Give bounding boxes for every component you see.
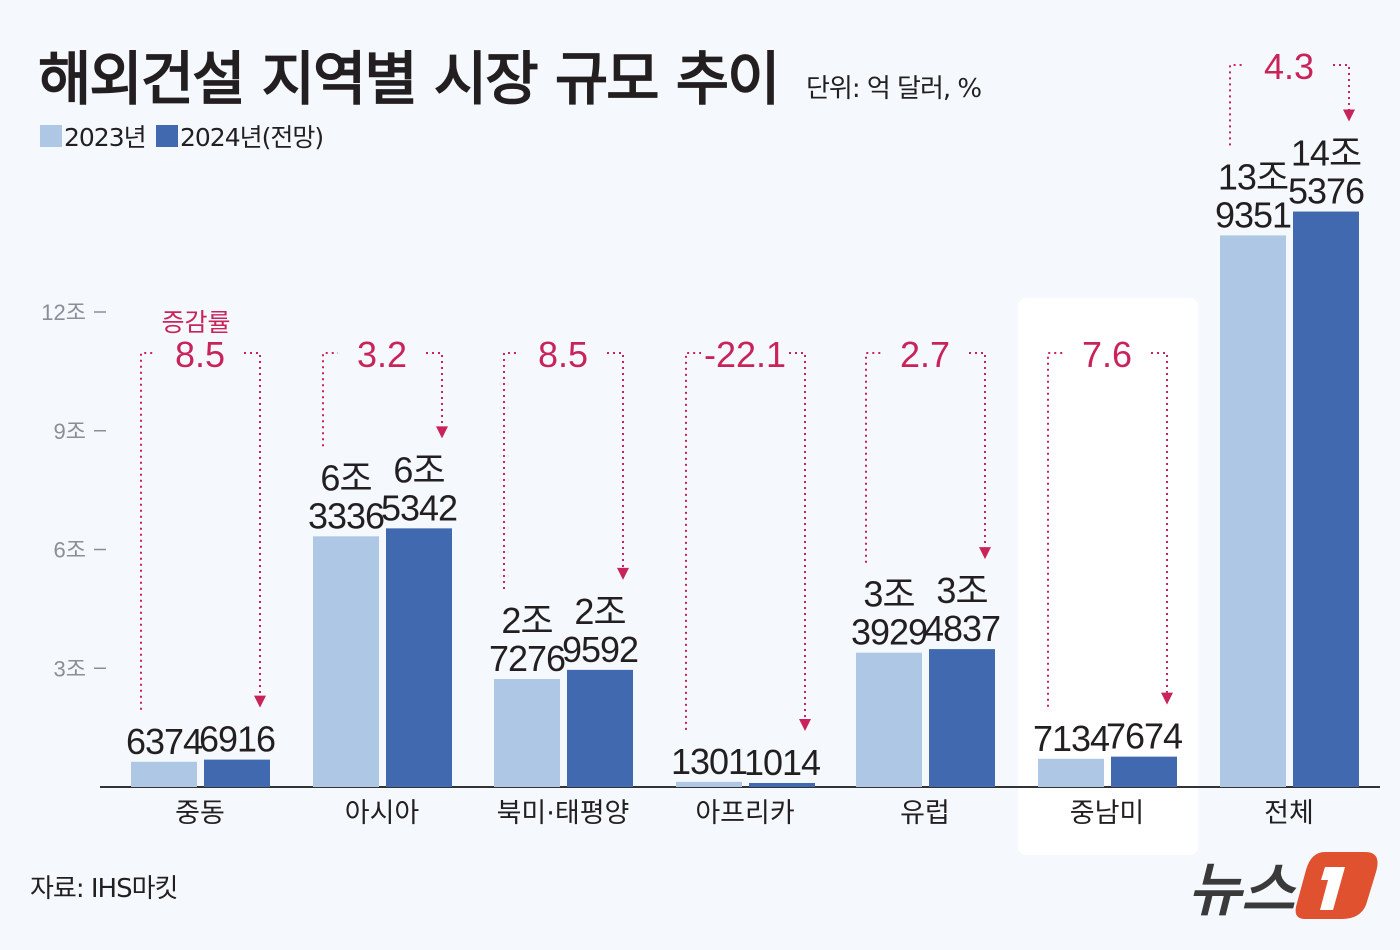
bar-2023 bbox=[676, 781, 742, 787]
data-label: 13조 bbox=[1218, 156, 1288, 197]
arrow-down-icon bbox=[1161, 692, 1173, 705]
legend-label: 2024년(전망) bbox=[180, 123, 324, 152]
growth-rate: 7.6 bbox=[1082, 334, 1132, 375]
arrow-down-icon bbox=[254, 695, 266, 708]
category-label: 북미·태평양 bbox=[497, 798, 630, 829]
legend-2024: 2024년(전망) bbox=[156, 118, 324, 154]
legend-label: 2023년 bbox=[64, 123, 147, 152]
growth-rate: 8.5 bbox=[538, 334, 588, 375]
growth-bracket bbox=[503, 352, 624, 590]
logo-text: 뉴스 bbox=[1188, 856, 1297, 924]
category-label: 중동 bbox=[175, 798, 225, 829]
data-label: 9351 bbox=[1215, 194, 1291, 235]
bar-2024 bbox=[204, 759, 270, 787]
growth-rate: -22.1 bbox=[704, 334, 786, 375]
bar-2023 bbox=[1220, 235, 1286, 788]
growth-rate: 2.7 bbox=[900, 334, 950, 375]
chart-title: 해외건설 지역별 시장 규모 추이 bbox=[38, 45, 780, 113]
growth-bracket bbox=[140, 352, 261, 710]
data-label: 6조 bbox=[393, 449, 444, 490]
bar-2023 bbox=[313, 536, 379, 787]
data-label: 6조 bbox=[320, 457, 371, 498]
bar-2023 bbox=[856, 652, 922, 787]
data-label: 3929 bbox=[851, 612, 927, 653]
category-label: 중남미 bbox=[1070, 798, 1145, 829]
arrow-down-icon bbox=[436, 426, 448, 439]
arrow-down-icon bbox=[617, 567, 629, 580]
arrow-down-icon bbox=[799, 718, 811, 731]
bar-2023 bbox=[1038, 758, 1104, 787]
bar-2024 bbox=[929, 649, 995, 787]
y-tick-label: 12조 bbox=[41, 300, 86, 325]
growth-rate-label: 증감률 bbox=[161, 308, 230, 337]
logo-one bbox=[1320, 867, 1345, 910]
growth-bracket bbox=[865, 352, 986, 563]
bar-2024 bbox=[1111, 756, 1177, 787]
data-label: 7276 bbox=[489, 638, 565, 679]
news1-logo: 뉴스 bbox=[1188, 852, 1378, 924]
category-label: 아프리카 bbox=[695, 798, 794, 829]
legend-swatch bbox=[156, 125, 178, 147]
data-label: 9592 bbox=[562, 629, 638, 670]
data-label: 2조 bbox=[501, 600, 552, 641]
bar-2023 bbox=[494, 679, 560, 787]
data-label: 7134 bbox=[1033, 718, 1109, 759]
bar-2024 bbox=[567, 669, 633, 787]
growth-bracket bbox=[322, 352, 443, 447]
legend-swatch bbox=[40, 125, 62, 147]
source-note: 자료: IHS마킷 bbox=[30, 874, 178, 904]
data-label: 1014 bbox=[744, 742, 820, 783]
data-label: 3조 bbox=[936, 570, 987, 611]
category-label: 유럽 bbox=[900, 798, 950, 829]
bar-2023 bbox=[131, 761, 197, 787]
growth-rate: 8.5 bbox=[175, 334, 225, 375]
bar-2024 bbox=[749, 782, 815, 787]
data-label: 14조 bbox=[1291, 133, 1361, 174]
bar-2024 bbox=[1293, 211, 1359, 787]
growth-rate: 3.2 bbox=[357, 334, 407, 375]
category-label: 아시아 bbox=[345, 798, 420, 829]
bar-2024 bbox=[386, 528, 452, 787]
growth-bracket bbox=[1229, 64, 1350, 146]
highlight-panel bbox=[1018, 298, 1198, 855]
data-label: 6374 bbox=[126, 721, 202, 762]
data-label: 2조 bbox=[574, 591, 625, 632]
y-tick-label: 6조 bbox=[54, 538, 86, 563]
data-label: 3336 bbox=[308, 495, 384, 536]
growth-bracket bbox=[685, 352, 806, 730]
arrow-down-icon bbox=[1343, 109, 1355, 122]
data-label: 5342 bbox=[381, 487, 457, 528]
growth-rate: 4.3 bbox=[1264, 46, 1314, 87]
data-label: 5376 bbox=[1288, 171, 1364, 212]
legend-2023: 2023년 bbox=[40, 118, 147, 154]
data-label: 6916 bbox=[199, 719, 275, 760]
category-label: 전체 bbox=[1264, 798, 1314, 829]
y-tick-label: 3조 bbox=[54, 656, 86, 681]
arrow-down-icon bbox=[979, 547, 991, 560]
unit-label: 단위: 억 달러, % bbox=[806, 74, 982, 104]
data-label: 7674 bbox=[1106, 716, 1182, 757]
data-label: 4837 bbox=[924, 608, 1000, 649]
data-label: 3조 bbox=[863, 574, 914, 615]
y-tick-label: 9조 bbox=[54, 419, 86, 444]
data-label: 1301 bbox=[671, 741, 747, 782]
